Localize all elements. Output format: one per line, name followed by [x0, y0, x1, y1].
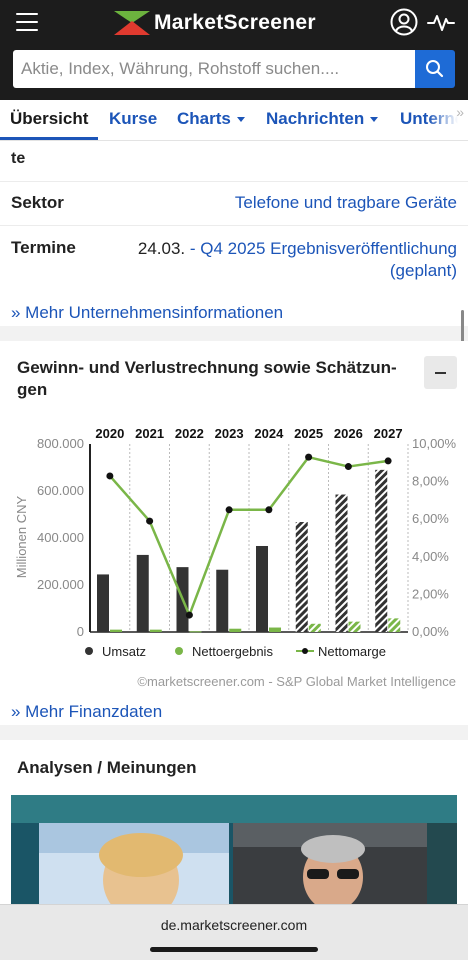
event-title: - Q4 2025 Ergebnisveröffentlichung — [189, 239, 457, 258]
logo-text: MarketScreener — [154, 11, 316, 34]
bar-revenue — [97, 574, 109, 632]
y2-tick-label: 0,00% — [412, 624, 449, 639]
financials-title-line2: gen — [17, 380, 48, 399]
bar-net-income — [149, 629, 162, 632]
y2-tick-label: 6,00% — [412, 511, 449, 526]
y-tick-label: 800.000 — [37, 436, 84, 451]
more-company-info-link[interactable]: » Mehr Unternehmensinformationen — [11, 303, 284, 322]
legend-net-income-dot — [175, 647, 183, 655]
x-tick-label: 2025 — [294, 426, 323, 441]
y-tick-label: 600.000 — [37, 483, 84, 498]
y2-tick-label: 4,00% — [412, 549, 449, 564]
pulse-icon[interactable] — [427, 10, 455, 34]
y-tick-label: 0 — [77, 624, 84, 639]
net-margin-point — [146, 517, 154, 525]
y-tick-label: 200.000 — [37, 577, 84, 592]
net-margin-point — [225, 506, 233, 514]
collapse-button[interactable] — [424, 356, 457, 389]
x-tick-label: 2021 — [135, 426, 164, 441]
financials-card: Gewinn- und Verlustrechnung sowie Schätz… — [0, 341, 468, 725]
net-margin-point — [305, 453, 313, 461]
net-margin-point — [185, 611, 193, 619]
bar-revenue — [136, 554, 149, 632]
legend-net-margin-label: Nettomarge — [318, 644, 386, 659]
x-tick-label: 2024 — [254, 426, 284, 441]
bar-net-income — [388, 618, 401, 632]
bar-revenue — [375, 469, 388, 632]
y2-tick-label: 8,00% — [412, 474, 449, 489]
legend-revenue-label: Umsatz — [102, 644, 146, 659]
net-margin-point — [344, 463, 352, 471]
legend-net-income-label: Nettoergebnis — [192, 644, 273, 659]
url-text[interactable]: de.marketscreener.com — [160, 917, 308, 933]
minus-icon — [435, 372, 446, 374]
logo[interactable]: MarketScreener — [114, 10, 316, 36]
tab-bar: Übersicht Kurse Charts Nachrichten Unter… — [0, 100, 468, 141]
event-status: (geplant) — [389, 261, 457, 280]
double-chevron-right-icon[interactable]: » — [456, 104, 464, 120]
scrollbar[interactable] — [461, 310, 464, 344]
financials-chart: 2020 2021 2022 2023 2024 2025 2026 2027 0 200.000… — [14, 426, 457, 659]
net-margin-point — [384, 457, 392, 465]
chevron-down-icon — [236, 117, 245, 123]
more-financial-data-link[interactable]: » Mehr Finanzdaten — [11, 702, 163, 721]
company-info-card: te Sektor Telefone und tragbare Geräte T… — [0, 141, 468, 326]
search-icon — [426, 60, 444, 78]
user-account-icon[interactable] — [390, 8, 418, 36]
financials-title: Gewinn- und Verlustrechnung sowie Schätz… — [17, 357, 397, 401]
bar-net-income — [189, 631, 202, 633]
net-margin-point — [265, 506, 273, 514]
y2-tick-label: 10,00% — [412, 436, 457, 451]
top-bar: MarketScreener — [0, 0, 468, 100]
divider — [0, 181, 468, 182]
chart-copyright: ©marketscreener.com - S&P Global Market … — [137, 674, 456, 689]
dates-label: Termine — [11, 238, 76, 257]
tab-overview[interactable]: Übersicht — [10, 109, 89, 128]
tab-news-label: Nachrichten — [266, 109, 365, 128]
bar-net-income — [269, 627, 281, 632]
hamburger-menu-icon[interactable] — [16, 13, 38, 31]
logo-mark-icon — [114, 11, 150, 35]
analysis-title: Analysen / Meinungen — [17, 758, 197, 777]
search-input[interactable] — [13, 50, 415, 88]
bar-net-income — [308, 623, 321, 632]
tab-prices[interactable]: Kurse — [109, 109, 158, 128]
bar-revenue — [216, 569, 229, 632]
active-tab-indicator — [0, 137, 98, 140]
x-tick-label: 2023 — [215, 426, 244, 441]
truncated-row-label: te — [11, 150, 26, 167]
tab-news[interactable]: Nachrichten — [266, 109, 379, 129]
tab-fade — [428, 100, 468, 140]
net-margin-line — [108, 455, 389, 617]
sector-label: Sektor — [11, 193, 64, 212]
home-indicator[interactable] — [150, 947, 318, 952]
legend-revenue-dot — [85, 647, 93, 655]
y-tick-label: 400.000 — [37, 530, 84, 545]
chevron-down-icon — [370, 117, 379, 123]
y-axis-label: Millionen CNY — [14, 495, 29, 578]
bar-net-income — [229, 628, 242, 632]
divider — [0, 225, 468, 226]
x-tick-label: 2022 — [175, 426, 204, 441]
bar-revenue — [335, 494, 348, 632]
bar-revenue — [295, 522, 308, 632]
financials-title-line1: Gewinn- und Verlustrechnung sowie Schätz… — [17, 358, 397, 377]
tab-charts-label: Charts — [177, 109, 231, 128]
bar-net-income — [110, 629, 122, 632]
x-tick-label: 2027 — [374, 426, 403, 441]
tab-charts[interactable]: Charts — [177, 109, 245, 129]
event-date: 24.03. — [137, 239, 186, 258]
search-button[interactable] — [415, 50, 455, 88]
x-tick-label: 2020 — [95, 426, 124, 441]
net-margin-point — [106, 472, 114, 480]
x-tick-label: 2026 — [334, 426, 363, 441]
legend-net-margin-dot — [302, 648, 308, 654]
y2-tick-label: 2,00% — [412, 586, 449, 601]
bar-net-income — [348, 621, 361, 632]
dates-value[interactable]: 24.03. - Q4 2025 Ergebnisveröffentlichun… — [138, 238, 457, 282]
bar-revenue — [256, 545, 268, 632]
browser-address-bar[interactable]: de.marketscreener.com — [0, 904, 468, 960]
sector-value-link[interactable]: Telefone und tragbare Geräte — [234, 193, 457, 212]
